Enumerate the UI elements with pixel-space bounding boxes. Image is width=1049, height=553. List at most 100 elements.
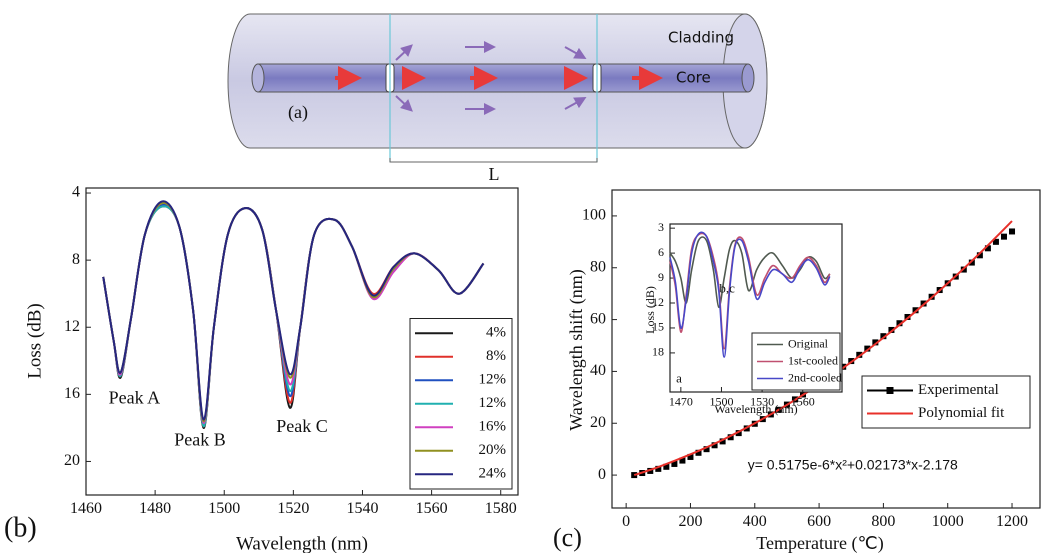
y-tick-label: 12 bbox=[652, 295, 664, 309]
data-point bbox=[976, 252, 983, 259]
panel-label: (c) bbox=[553, 523, 582, 552]
legend: 4% 8% 12% 12% 16% 20% 24% bbox=[409, 318, 513, 490]
chart: 1460 1480 1500 1520 1540 1560 1580 4 8 12 16 20 Wave… bbox=[4, 184, 519, 553]
annotation: Peak B bbox=[174, 429, 226, 449]
y-tick-label: 100 bbox=[582, 207, 606, 224]
data-point bbox=[1009, 228, 1016, 235]
y-tick-label: 16 bbox=[64, 385, 80, 402]
y-axis-label: Wavelength shift (nm) bbox=[566, 269, 587, 431]
legend-label: 1st-cooled bbox=[788, 353, 838, 367]
data-point bbox=[1000, 233, 1007, 240]
panel-label: (b) bbox=[4, 512, 37, 543]
series-line bbox=[102, 200, 485, 421]
series-line bbox=[669, 236, 831, 308]
inset-chart: 1470 1500 1530 1560 3 6 9 12 15 18 Wavelength (nm)… bbox=[643, 220, 843, 416]
x-tick-label: 0 bbox=[622, 513, 630, 530]
legend-label: Polynomial fit bbox=[918, 405, 1005, 421]
data-point bbox=[984, 245, 991, 252]
y-tick-label: 18 bbox=[652, 345, 664, 359]
data-point bbox=[896, 320, 903, 327]
data-point bbox=[880, 333, 887, 340]
legend-label: 24% bbox=[479, 466, 507, 482]
y-tick-label: 6 bbox=[658, 245, 664, 259]
x-tick-label: 1580 bbox=[485, 500, 517, 517]
x-tick-label: 1500 bbox=[208, 500, 240, 517]
x-tick-label: 1500 bbox=[709, 395, 733, 409]
annotation: Peak A bbox=[109, 388, 161, 408]
core-end bbox=[251, 63, 265, 93]
data-point bbox=[663, 463, 670, 470]
y-tick-label: 40 bbox=[590, 362, 606, 379]
legend-label: Original bbox=[788, 336, 829, 350]
length-label: L bbox=[489, 164, 500, 184]
panel-label: (a) bbox=[288, 102, 308, 123]
data-point bbox=[703, 446, 710, 453]
series-line bbox=[669, 231, 831, 358]
core bbox=[257, 63, 749, 93]
y-tick-label: 0 bbox=[598, 466, 606, 483]
core-end bbox=[741, 63, 755, 93]
y-tick-label: 20 bbox=[590, 414, 606, 431]
annotation: b,c bbox=[719, 281, 735, 296]
cladding-arrows bbox=[395, 41, 587, 115]
legend-marker bbox=[886, 387, 894, 394]
legend-label: 12% bbox=[479, 372, 507, 388]
x-tick-label: 1000 bbox=[932, 513, 964, 530]
data-point bbox=[687, 453, 694, 460]
data-point bbox=[872, 339, 879, 346]
y-tick-label: 20 bbox=[64, 452, 80, 469]
data-point bbox=[671, 460, 678, 467]
data-point bbox=[655, 465, 662, 472]
y-tick-label: 12 bbox=[64, 318, 80, 335]
x-tick-label: 400 bbox=[743, 513, 767, 530]
y-axis-label: Loss (dB) bbox=[643, 286, 657, 334]
y-tick-label: 3 bbox=[658, 220, 664, 234]
data-point bbox=[711, 442, 718, 449]
cladding-label: Cladding bbox=[668, 29, 734, 47]
x-tick-label: 1530 bbox=[750, 395, 774, 409]
data-point bbox=[864, 345, 871, 352]
x-axis-label: Temperature (℃) bbox=[756, 533, 883, 553]
legend-label: 2nd-cooled bbox=[788, 370, 842, 384]
x-tick-label: 200 bbox=[678, 513, 702, 530]
x-tick-label: 1540 bbox=[346, 500, 378, 517]
length-bracket bbox=[389, 158, 598, 163]
legend: Experimental Polynomial fit bbox=[861, 375, 1031, 429]
legend-label: 12% bbox=[479, 395, 507, 411]
legend-label: Experimental bbox=[918, 382, 999, 398]
y-axis-label: Loss (dB) bbox=[24, 303, 45, 378]
x-tick-label: 1560 bbox=[416, 500, 448, 517]
y-tick-label: 4 bbox=[72, 184, 80, 201]
annotation: a bbox=[676, 371, 682, 386]
legend-label: 4% bbox=[486, 325, 506, 341]
data-point bbox=[695, 449, 702, 456]
data-point bbox=[727, 434, 734, 441]
x-tick-label: 800 bbox=[871, 513, 895, 530]
legend-label: 20% bbox=[479, 442, 507, 458]
x-axis-label: Wavelength (nm) bbox=[714, 402, 797, 416]
data-point bbox=[968, 259, 975, 266]
x-tick-label: 1520 bbox=[277, 500, 309, 517]
y-tick-label: 8 bbox=[72, 251, 80, 268]
y-tick-label: 60 bbox=[590, 310, 606, 327]
legend-label: 16% bbox=[479, 419, 507, 435]
data-point bbox=[888, 326, 895, 333]
legend-label: 8% bbox=[486, 348, 506, 364]
x-tick-label: 1460 bbox=[70, 500, 102, 517]
x-tick-label: 1470 bbox=[669, 395, 693, 409]
y-tick-label: 9 bbox=[658, 270, 664, 284]
annotation: y= 0.5175e-6*x²+0.02173*x-2.178 bbox=[748, 457, 958, 473]
y-tick-label: 15 bbox=[652, 320, 664, 334]
data-point bbox=[679, 457, 686, 464]
x-tick-label: 600 bbox=[807, 513, 831, 530]
data-point bbox=[647, 467, 654, 474]
y-tick-label: 80 bbox=[590, 258, 606, 275]
data-point bbox=[856, 351, 863, 358]
x-tick-label: 1200 bbox=[996, 513, 1028, 530]
legend-box bbox=[861, 375, 1031, 429]
x-tick-label: 1560 bbox=[791, 395, 815, 409]
annotation: Peak C bbox=[276, 416, 328, 436]
legend: Original 1st-cooled 2nd-cooled bbox=[751, 332, 842, 391]
